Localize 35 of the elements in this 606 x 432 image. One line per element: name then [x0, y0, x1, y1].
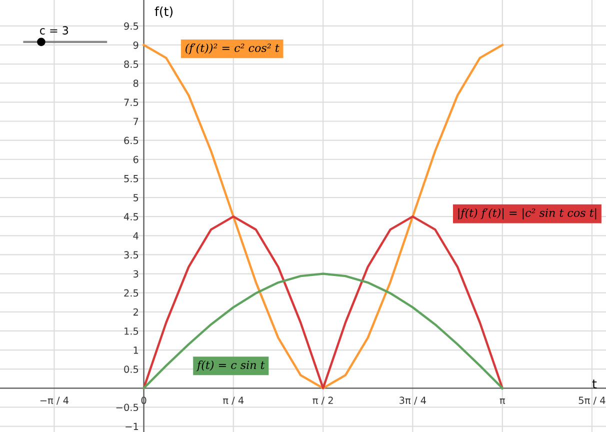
x-tick-label: −π / 4 [40, 396, 68, 405]
line-series [142, 44, 504, 390]
y-tick-label: 5.5 [124, 175, 138, 182]
y-tick-label: 4 [133, 232, 138, 240]
x-tick-label: π / 4 [222, 396, 244, 405]
y-axis-title: f(t) [154, 6, 173, 18]
y-tick-label: 9.5 [124, 22, 138, 30]
y-tick-label: 2 [133, 308, 138, 316]
annotation: c = 3 [40, 26, 68, 35]
y-tick-label: 3 [133, 270, 138, 278]
y-tick-label: 4.5 [124, 213, 138, 220]
y-tick-label: 7 [134, 118, 138, 125]
x-tick-label: 3π / 4 [400, 396, 426, 405]
y-tick-label: 6.5 [124, 136, 138, 144]
x-axis-title: t [592, 380, 597, 388]
y-tick-label: 3.5 [124, 251, 138, 259]
y-tick-label: 8.5 [124, 60, 138, 68]
y-tick-label: 5 [134, 194, 138, 202]
x-tick-label: 5π / 4 [578, 396, 606, 405]
y-tick-label: 7.5 [124, 98, 138, 106]
line-series [142, 272, 504, 390]
series-label: f(t) = c sin t [196, 360, 265, 372]
y-tick-label: 6 [133, 156, 138, 164]
x-tick-label: π [500, 398, 506, 404]
y-tick-label: 2.5 [124, 289, 138, 297]
x-tick-label: π / 2 [312, 396, 333, 405]
y-tick-label: −1 [126, 422, 138, 430]
y-tick-label: −0.5 [116, 404, 138, 412]
y-tick-label: 1.5 [124, 328, 138, 335]
y-tick-label: 9 [133, 41, 138, 49]
y-tick-label: 0.5 [124, 366, 138, 373]
y-tick-label: 8 [133, 80, 138, 87]
series-label: (f′(t))² = c² cos² t [186, 43, 280, 54]
y-tick-label: 1 [134, 346, 138, 354]
text: |f(t) f′(t)| = |c² sin t cos t| [458, 208, 596, 220]
